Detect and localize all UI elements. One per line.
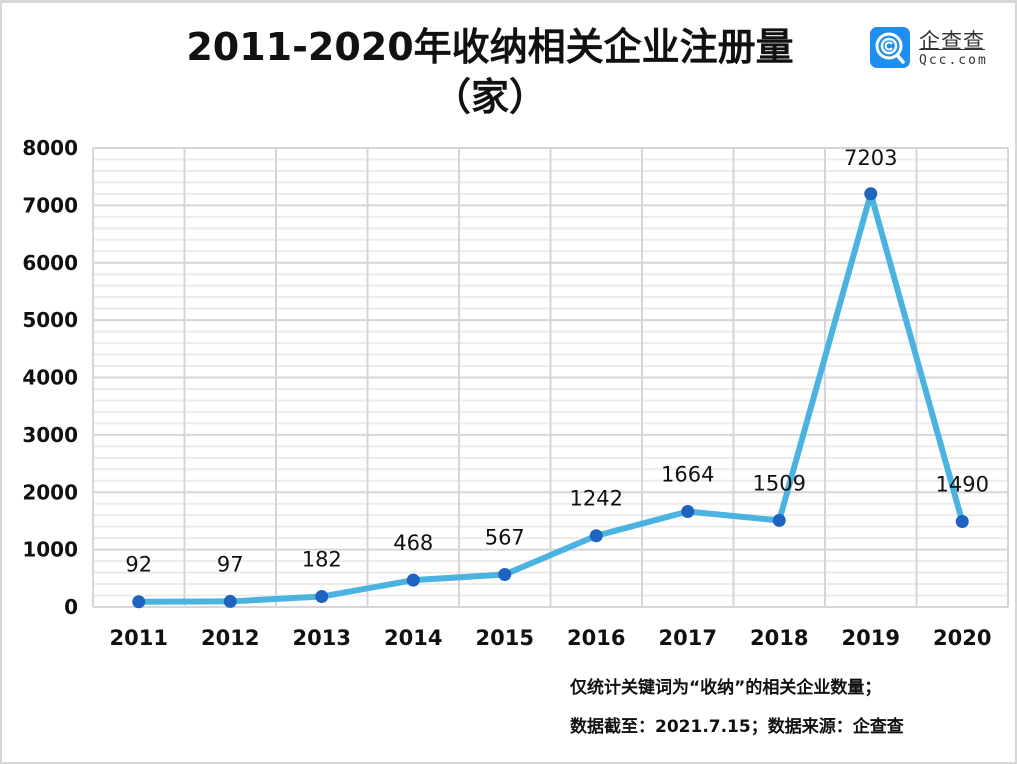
- x-tick-label: 2020: [933, 626, 991, 650]
- data-label: 1509: [753, 471, 806, 495]
- data-label: 468: [393, 531, 433, 555]
- x-tick-label: 2018: [750, 626, 808, 650]
- x-tick-label: 2012: [201, 626, 259, 650]
- y-tick-label: 7000: [22, 193, 78, 217]
- data-label: 1490: [936, 473, 989, 497]
- data-label: 1664: [661, 463, 714, 487]
- qcc-logo: 企查查 Qcc.com: [870, 25, 1000, 73]
- y-tick-label: 6000: [22, 251, 78, 275]
- x-tick-label: 2011: [110, 626, 168, 650]
- x-tick-label: 2013: [293, 626, 351, 650]
- data-label: 7203: [844, 146, 897, 170]
- data-point-marker: [223, 594, 237, 608]
- y-axis-ticks: 0 1000 2000 3000 4000 5000 6000 7000 8000: [22, 136, 78, 619]
- data-label: 97: [217, 552, 244, 576]
- y-tick-label: 5000: [22, 308, 78, 332]
- chart-title-unit: （家）: [432, 75, 547, 119]
- logo-name-en: Qcc.com: [919, 53, 988, 68]
- x-tick-label: 2019: [842, 626, 900, 650]
- x-axis-ticks: 2011 2012 2013 2014 2015 2016 2017 2018 2019 2020: [110, 626, 992, 650]
- minor-gridlines: [93, 158, 1008, 597]
- data-point-marker: [315, 590, 329, 604]
- x-tick-label: 2014: [384, 626, 442, 650]
- major-gridlines: [92, 147, 1009, 608]
- y-tick-label: 8000: [22, 136, 78, 160]
- qcc-magnifier-icon: [870, 27, 910, 68]
- data-label: 92: [125, 553, 152, 577]
- data-label: 1242: [570, 487, 623, 511]
- data-point-marker: [955, 515, 969, 529]
- footnote-scope: 仅统计关键词为“收纳”的相关企业数量；: [570, 678, 882, 698]
- x-tick-label: 2015: [476, 626, 534, 650]
- x-tick-label: 2017: [659, 626, 717, 650]
- y-tick-label: 4000: [22, 366, 78, 390]
- y-tick-label: 3000: [22, 423, 78, 447]
- data-point-marker: [498, 567, 512, 581]
- series-line: [138, 190, 966, 605]
- footnote-source: 数据截至：2021.7.15；数据来源：企查查: [570, 717, 904, 737]
- logo-name-cn: 企查查: [919, 29, 985, 53]
- x-tick-label: 2016: [567, 626, 625, 650]
- chart-title: 2011-2020年收纳相关企业注册量: [186, 25, 794, 69]
- y-tick-label: 0: [64, 595, 78, 619]
- data-markers: [132, 187, 969, 609]
- data-point-marker: [864, 187, 878, 201]
- data-point-marker: [406, 573, 420, 587]
- data-labels: 92 97 182 468 567 1242 1664 1509 7203 1490: [125, 146, 989, 577]
- data-point-marker: [681, 505, 695, 519]
- data-label: 567: [485, 525, 525, 549]
- data-label: 182: [302, 548, 342, 572]
- data-point-marker: [772, 513, 786, 527]
- y-tick-label: 1000: [22, 538, 78, 562]
- data-point-marker: [132, 595, 146, 609]
- y-tick-label: 2000: [22, 480, 78, 504]
- data-point-marker: [589, 529, 603, 543]
